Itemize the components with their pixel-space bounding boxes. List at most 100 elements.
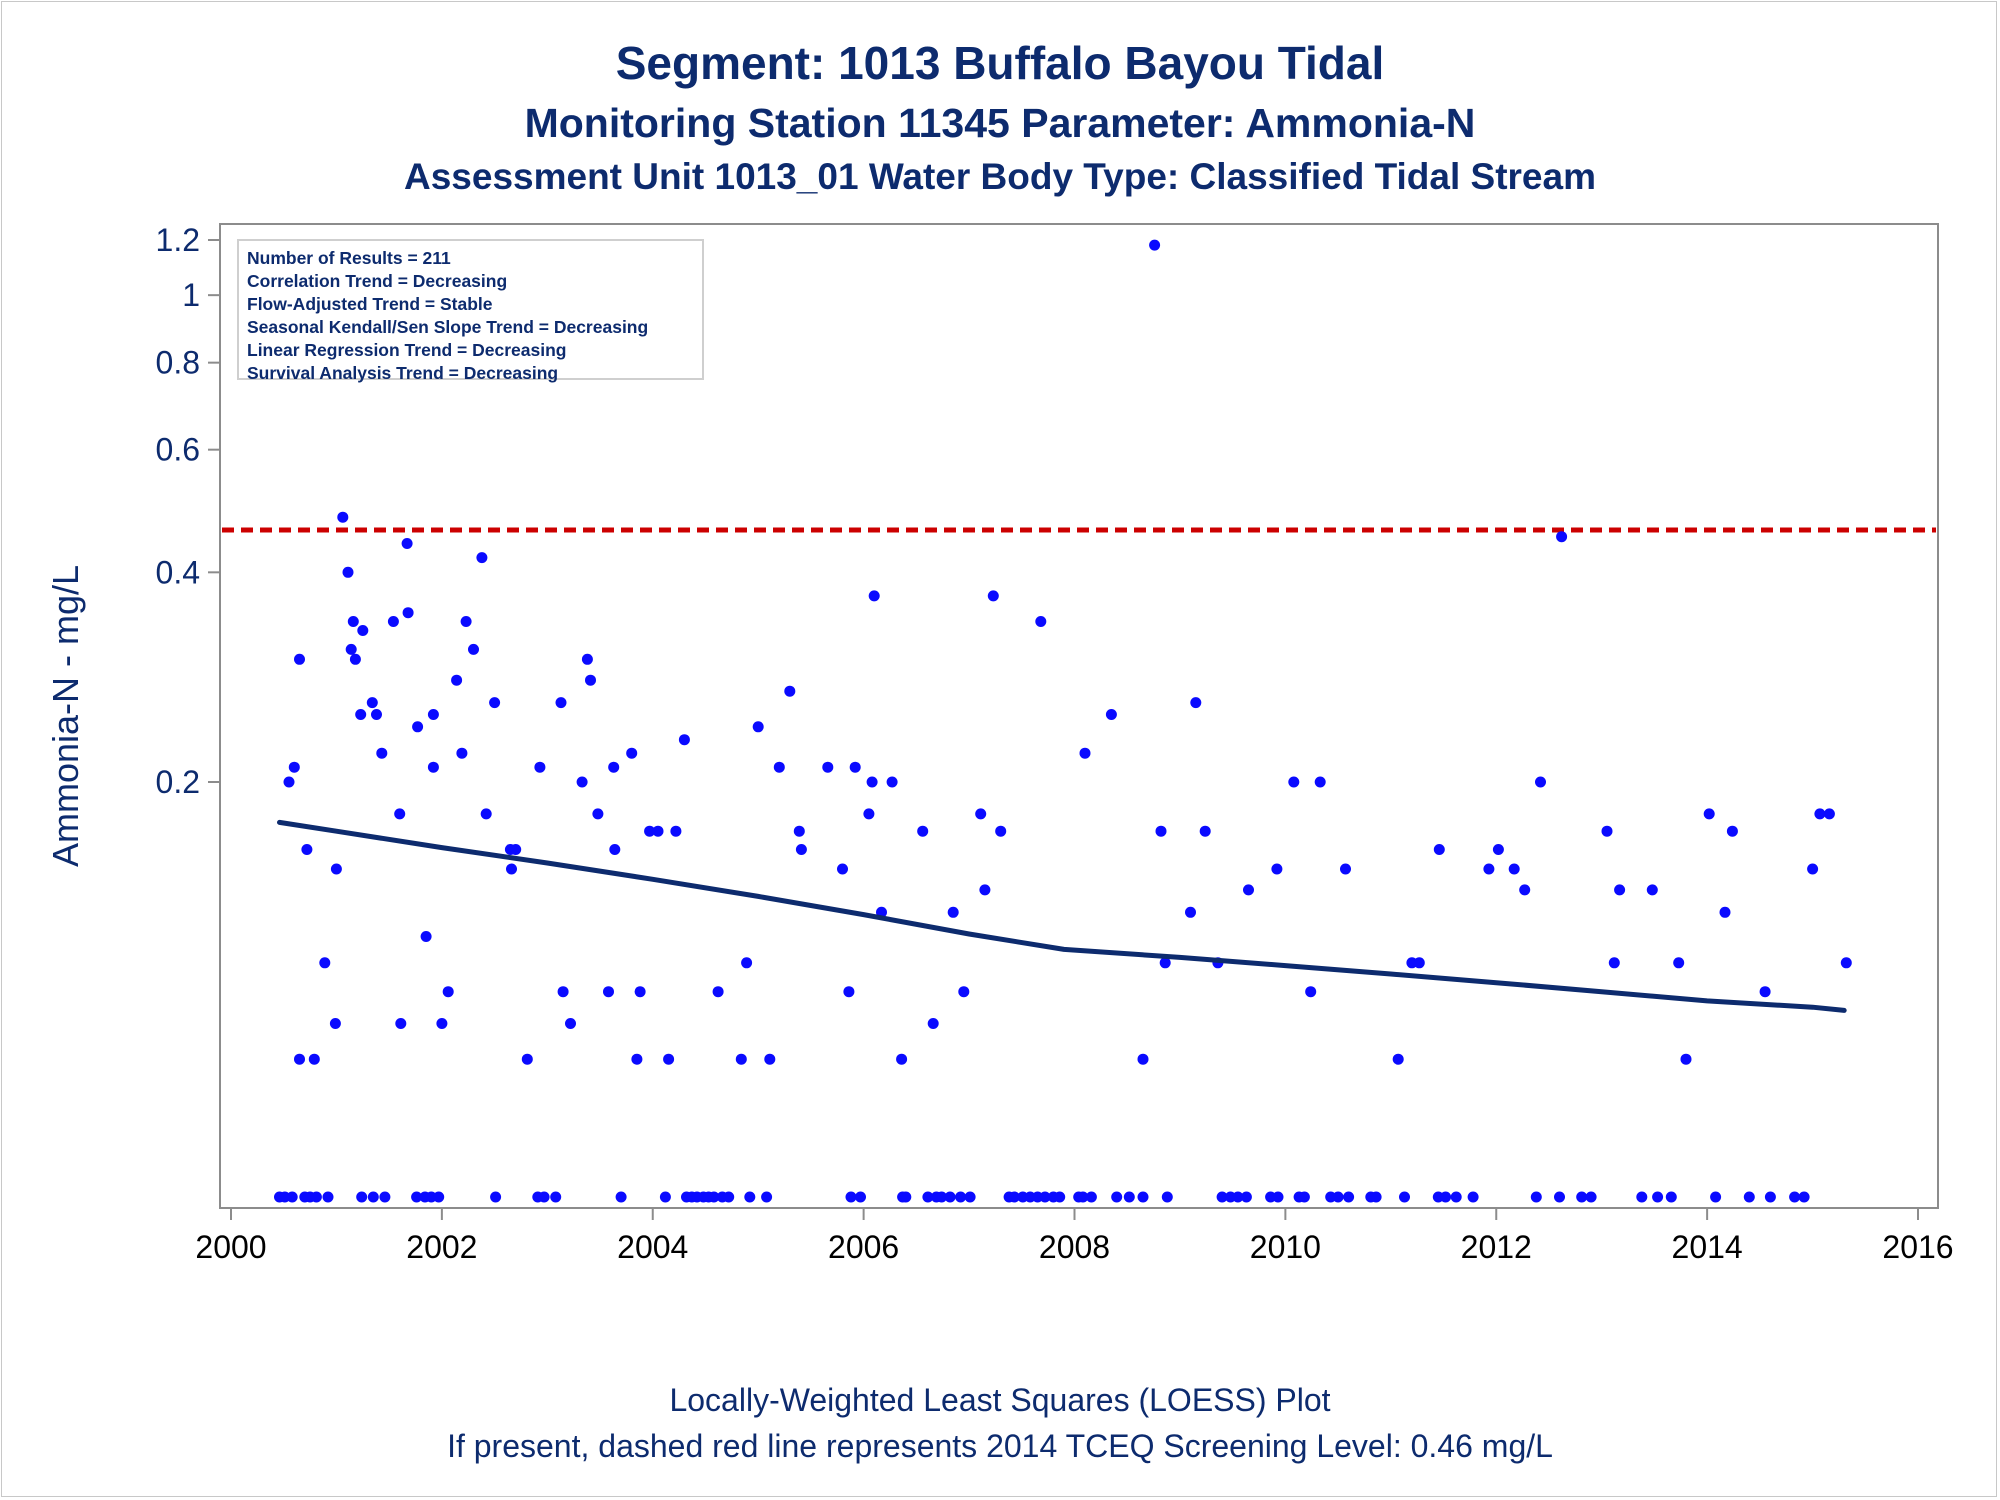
data-point [663,1053,675,1065]
data-point [433,1191,445,1203]
stats-correlation-trend: Correlation Trend = Decreasing [247,271,508,291]
data-point [379,1191,391,1203]
data-point [964,1191,976,1203]
data-point [401,538,413,549]
data-point [843,986,855,998]
data-point [795,844,807,855]
data-point [659,1191,671,1203]
data-point [1054,1191,1066,1203]
x-tick-label: 2004 [617,1229,688,1265]
chart-title: Segment: 1013 Buffalo Bayou Tidal [615,37,1385,89]
data-point [1467,1191,1479,1203]
data-point [1759,986,1771,998]
data-point [1399,1191,1410,1203]
data-point [1530,1191,1542,1203]
data-point [634,986,646,998]
data-point [489,697,501,709]
y-axis-title: Ammonia-N - mg/L [45,565,86,867]
data-point [356,1191,368,1203]
data-point [1483,863,1495,875]
data-point [773,761,785,773]
data-point [609,844,621,855]
data-point [900,1191,912,1203]
data-point [1305,986,1317,998]
data-point [849,761,861,773]
data-point [1823,808,1835,820]
data-point [376,747,388,759]
data-point [944,1191,956,1203]
data-point [1137,1053,1149,1065]
data-point [1039,1191,1051,1203]
data-point [427,709,439,720]
data-point [420,931,432,942]
data-point [1159,957,1171,969]
data-point [1413,957,1425,969]
data-point [1519,884,1531,896]
data-point [608,761,620,773]
data-point [1450,1191,1462,1203]
data-point [468,643,479,655]
data-point [631,1053,643,1065]
y-tick-label: 1 [182,277,200,313]
data-point [490,1191,502,1203]
data-point [1123,1191,1135,1203]
data-point [550,1191,562,1203]
data-point [868,590,880,602]
data-point [866,776,878,788]
loess-trend-line [277,819,1847,1013]
data-point [845,1191,857,1203]
data-point [1035,616,1047,627]
plot-area-frame [219,223,1939,1209]
data-point [896,1053,908,1065]
x-tick-label: 2016 [1882,1229,1953,1265]
y-tick-label: 0.8 [156,345,200,381]
data-point [922,1191,934,1203]
data-point [712,986,724,998]
data-point [958,986,970,998]
data-point [615,1191,627,1203]
data-point [1646,884,1658,896]
data-point [1433,844,1445,855]
data-point [1440,1191,1452,1203]
y-tick-label: 0.2 [156,764,200,800]
data-point [987,590,999,602]
data-point [1840,957,1852,969]
data-point [476,552,488,564]
data-point [1636,1191,1648,1203]
data-point [442,986,454,998]
data-point [1271,863,1283,875]
data-point [565,1018,576,1029]
data-point [286,1191,298,1203]
data-point [310,1191,322,1203]
data-point [917,825,929,837]
data-point [510,844,522,855]
data-point [793,825,805,837]
trend-summary-box: Number of Results = 211 Correlation Tren… [237,239,704,383]
data-point [975,808,987,820]
data-point [764,1053,776,1065]
data-point [1370,1191,1382,1203]
data-point [1798,1191,1810,1203]
data-point [1601,825,1613,837]
data-point [387,616,399,627]
x-tick-label: 2010 [1250,1229,1321,1265]
data-point [557,986,569,998]
data-point [1343,1191,1355,1203]
x-tick-label: 2008 [1039,1229,1110,1265]
stats-linear-regression-trend: Linear Regression Trend = Decreasing [247,340,567,360]
data-point [735,1053,747,1065]
data-point [337,511,349,523]
stats-flow-adjusted-trend: Flow-Adjusted Trend = Stable [247,294,493,314]
data-point [886,776,898,788]
data-point [1272,1191,1284,1203]
data-point [1332,1191,1344,1203]
data-point [1703,808,1715,820]
footnote-screening-level: If present, dashed red line represents 2… [447,1428,1553,1464]
data-point [603,986,614,998]
data-point [1085,1191,1097,1203]
data-point [1243,884,1254,896]
data-point [1726,825,1738,837]
data-point [955,1191,967,1203]
data-point [670,825,682,837]
data-point [1492,844,1504,855]
